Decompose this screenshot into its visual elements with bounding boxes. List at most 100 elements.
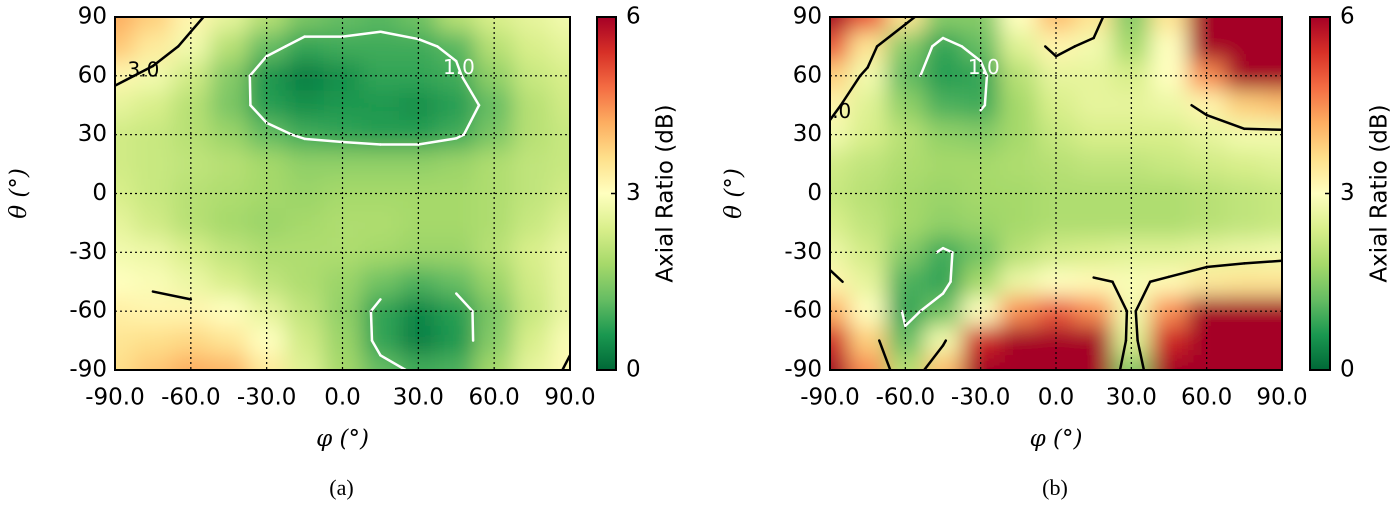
heatmap-cell (551, 267, 570, 297)
heatmap-cell (848, 325, 887, 356)
y-axis-label: θ (°) (721, 168, 747, 219)
contour-line (189, 17, 205, 33)
heatmap-cell (1263, 17, 1282, 33)
heatmap-cell (961, 17, 1000, 33)
y-tick-label: 60 (793, 62, 822, 88)
heatmap-cell (1263, 267, 1282, 297)
heatmap-cell (475, 17, 514, 33)
contour-line (979, 59, 989, 78)
contour-line (265, 121, 294, 136)
x-tick-label: -90.0 (800, 385, 860, 411)
heatmap-cell (830, 296, 850, 327)
contour-line (941, 339, 948, 347)
heatmap-cell (513, 31, 552, 62)
heatmap-cell (361, 325, 400, 356)
heatmap-cell (323, 90, 362, 121)
heatmap-cell (999, 17, 1038, 33)
heatmap-cell (171, 149, 211, 180)
heatmap-cell (247, 325, 287, 356)
contour-line (303, 137, 344, 144)
heatmap-cell (551, 296, 570, 327)
heatmap-cell (1263, 90, 1282, 121)
heatmap-cell (1150, 355, 1189, 370)
contour-line (919, 45, 934, 78)
contour-line (979, 104, 987, 112)
contour-line (930, 36, 945, 48)
heatmap-cell (1074, 355, 1113, 370)
contour-line (249, 104, 268, 125)
heatmap-cell (209, 17, 249, 33)
contour-line (455, 292, 474, 313)
heatmap-cell (361, 31, 400, 62)
heatmap-cell (551, 237, 570, 268)
heatmap-cell (924, 31, 963, 62)
heatmap-cell (1263, 325, 1282, 356)
heatmap-cell (285, 267, 325, 297)
heatmap-cell (513, 325, 552, 356)
heatmap-cell (551, 208, 570, 239)
contour-label: 3.0 (819, 99, 851, 123)
contour-line (1136, 339, 1146, 370)
contour-line (858, 66, 869, 78)
heatmap-cell (513, 17, 552, 33)
heatmap-cell (1150, 325, 1189, 356)
contour-line (830, 268, 844, 283)
y-tick-label: -90 (784, 357, 822, 383)
heatmap-cell (830, 267, 850, 297)
heatmap-cell (1112, 325, 1151, 356)
heatmap-cell (285, 90, 325, 121)
heatmap-cell (1074, 90, 1113, 121)
contour-line (341, 30, 382, 38)
heatmap-cell (133, 355, 173, 370)
heatmap-cell (551, 119, 570, 150)
heatmap-cell (999, 267, 1038, 297)
heatmap-cell (848, 267, 887, 297)
heatmap-cell (247, 149, 287, 180)
heatmap-cell (886, 325, 925, 356)
contour-line (1118, 339, 1128, 370)
contour-line (1243, 259, 1282, 265)
heatmap-cell (999, 31, 1038, 62)
contour-line (436, 45, 458, 63)
y-tick-label: -60 (69, 298, 107, 324)
y-axis-label: θ (°) (6, 168, 32, 219)
heatmap-cell (1187, 17, 1226, 33)
heatmap-cell (961, 325, 1000, 356)
heatmap-cell (1074, 208, 1113, 239)
x-tick-label: 0.0 (324, 385, 361, 411)
x-tick-label: -60.0 (161, 385, 221, 411)
contour-line (290, 133, 306, 141)
contour-line (1043, 45, 1058, 58)
heatmap-cell (1263, 149, 1282, 180)
heatmap-cell (209, 31, 249, 62)
contour-line (922, 344, 945, 370)
contour-line (370, 339, 382, 357)
heatmap: 1.0 3.0 (115, 17, 570, 370)
contour-line (904, 17, 916, 26)
heatmap-cell (209, 325, 249, 356)
heatmap-cell (361, 208, 400, 239)
heatmap-cell (886, 90, 925, 121)
contour-line (1190, 104, 1208, 117)
heatmap-cell (1225, 325, 1264, 356)
heatmap-cell (133, 90, 173, 121)
heatmap-cell (285, 17, 325, 33)
heatmap-cell (830, 208, 850, 239)
y-tick-label: 30 (78, 121, 107, 147)
heatmap-cell (437, 149, 476, 180)
colorbar-tick-label: 6 (626, 4, 641, 30)
heatmap-cell (115, 237, 135, 268)
heatmap-cell (115, 17, 135, 33)
heatmap-cells (115, 17, 570, 370)
heatmap-cell (513, 355, 552, 370)
heatmap-cell (1225, 31, 1264, 62)
contour-line (919, 292, 945, 313)
contour-line (561, 354, 570, 370)
x-tick-label: 90.0 (544, 385, 595, 411)
heatmap-cell (1225, 17, 1264, 33)
heatmap-cell (437, 355, 476, 370)
heatmap-cell (1037, 90, 1076, 121)
heatmap-cell (830, 61, 850, 92)
contour-line (1054, 45, 1077, 58)
heatmap-cell (551, 325, 570, 356)
